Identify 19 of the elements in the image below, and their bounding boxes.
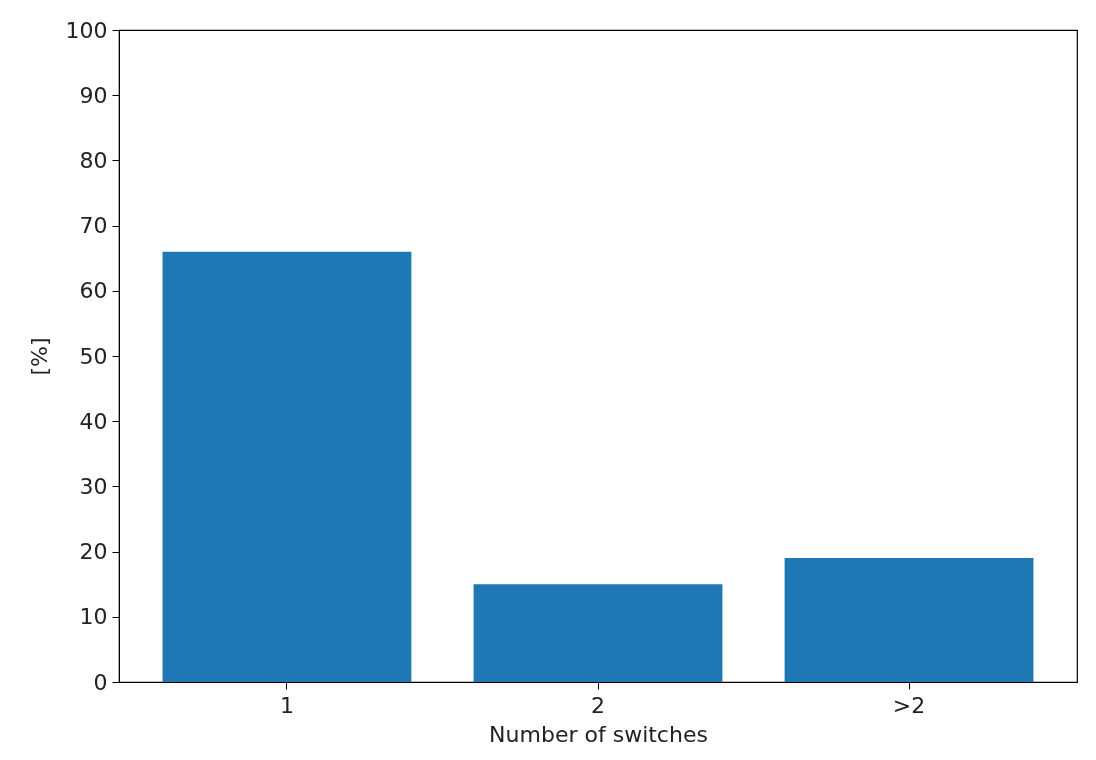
y-tick-label: 80 bbox=[79, 147, 108, 173]
y-tick-label: 0 bbox=[93, 669, 108, 695]
y-tick-label: 10 bbox=[79, 604, 108, 630]
x-axis-title: Number of switches bbox=[489, 721, 708, 747]
y-tick-label: 90 bbox=[79, 82, 108, 108]
y-tick-label: 50 bbox=[79, 343, 108, 369]
y-tick-label: 60 bbox=[79, 278, 108, 304]
y-tick-label: 20 bbox=[79, 539, 108, 565]
bar bbox=[473, 584, 723, 682]
x-tick-label: 1 bbox=[279, 692, 294, 718]
bar bbox=[784, 558, 1034, 682]
y-tick-label: 30 bbox=[79, 473, 108, 499]
y-axis-title: [%] bbox=[26, 337, 52, 376]
y-tick-label: 100 bbox=[65, 17, 108, 43]
y-tick-label: 70 bbox=[79, 213, 108, 239]
bar bbox=[162, 251, 412, 682]
x-tick-label: 2 bbox=[591, 692, 605, 718]
y-tick-label: 40 bbox=[79, 408, 108, 434]
x-tick-label: >2 bbox=[892, 692, 926, 718]
